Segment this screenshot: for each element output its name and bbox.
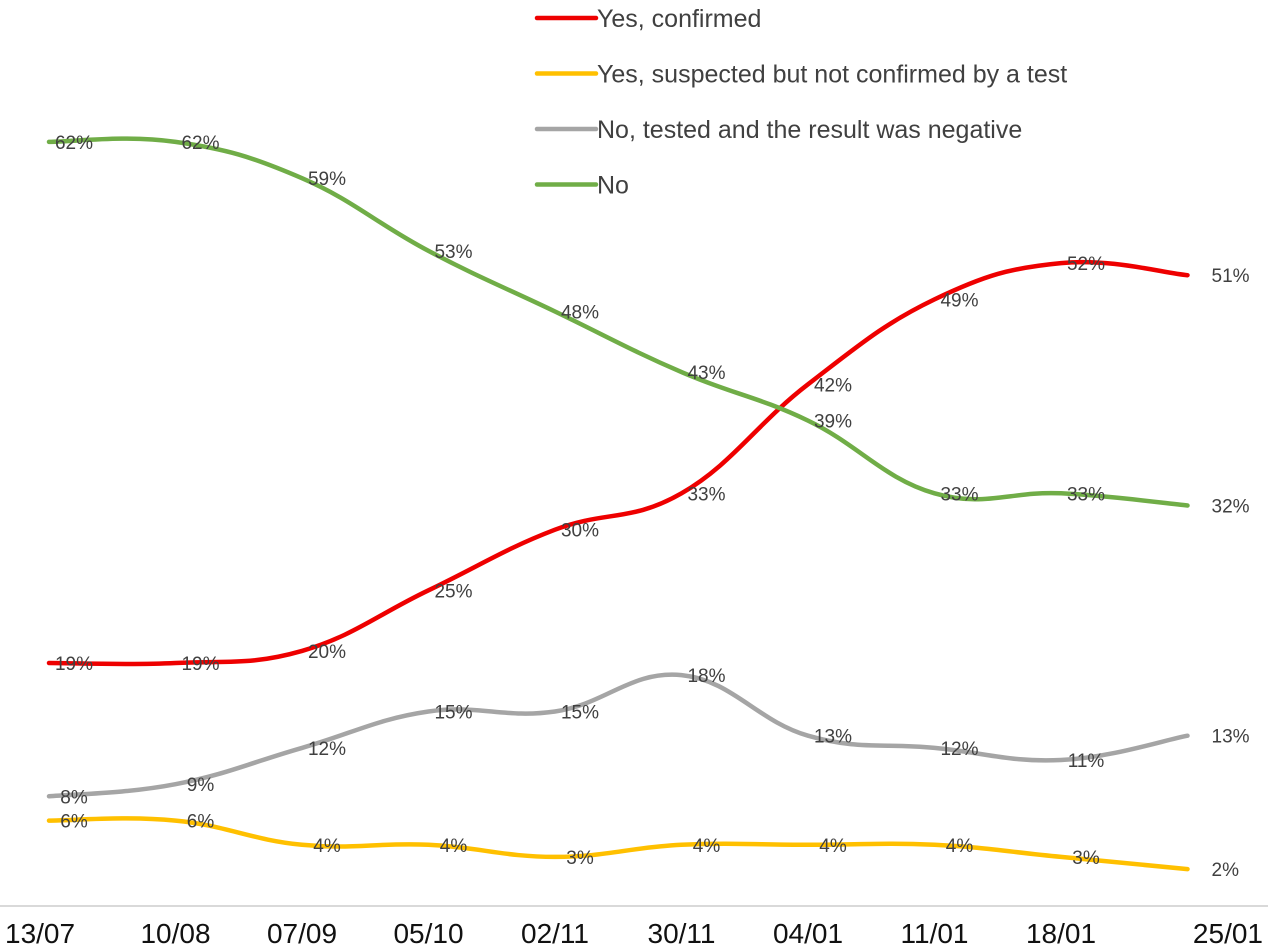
- data-label-no-tested-negative: 15%: [561, 703, 599, 724]
- data-label-no: 59%: [308, 169, 346, 190]
- data-label-no-tested-negative: 15%: [434, 703, 472, 724]
- data-label-yes-suspected: 3%: [1072, 848, 1100, 869]
- data-label-yes-confirmed: 19%: [181, 654, 219, 675]
- data-label-yes-confirmed: 51%: [1212, 266, 1250, 287]
- legend-item-no: No: [534, 172, 629, 200]
- x-tick-label: 18/01: [1026, 918, 1096, 948]
- legend-item-yes-suspected: Yes, suspected but not confirmed by a te…: [534, 61, 1067, 89]
- series-line-no-tested-negative: [46, 672, 1190, 799]
- data-label-yes-confirmed: 42%: [814, 375, 852, 396]
- data-label-no-tested-negative: 13%: [1212, 727, 1250, 748]
- data-label-no-tested-negative: 13%: [814, 727, 852, 748]
- data-label-no: 62%: [55, 133, 93, 154]
- data-label-no: 62%: [181, 133, 219, 154]
- data-label-yes-suspected: 4%: [440, 836, 468, 857]
- x-tick-label: 07/09: [267, 918, 337, 948]
- series-line-yes-confirmed: [46, 259, 1190, 667]
- data-label-no: 32%: [1212, 497, 1250, 518]
- data-label-no: 33%: [1067, 484, 1105, 505]
- data-label-yes-confirmed: 30%: [561, 521, 599, 542]
- data-label-no: 43%: [687, 363, 725, 384]
- series-layer: [46, 136, 1190, 872]
- data-label-no-tested-negative: 11%: [1068, 751, 1105, 772]
- x-tick-label: 30/11: [648, 918, 716, 948]
- legend-item-yes-confirmed: Yes, confirmed: [534, 5, 761, 33]
- legend-item-no-tested-negative: No, tested and the result was negative: [534, 116, 1022, 144]
- data-label-yes-suspected: 4%: [693, 836, 721, 857]
- x-tick-layer: 13/07 10/08 07/09 05/10 02/11 30/11 04/01 11/01…: [5, 918, 1263, 948]
- data-label-no-tested-negative: 12%: [940, 739, 978, 760]
- data-label-yes-suspected: 6%: [60, 812, 88, 833]
- data-label-no-tested-negative: 8%: [60, 787, 88, 808]
- legend: Yes, confirmed Yes, suspected but not con…: [534, 5, 1067, 200]
- data-label-yes-suspected: 4%: [946, 836, 974, 857]
- series-line-yes-suspected: [46, 816, 1190, 872]
- legend-label: Yes, confirmed: [597, 5, 761, 33]
- data-label-yes-suspected: 2%: [1212, 860, 1240, 881]
- data-label-yes-confirmed: 49%: [940, 290, 978, 311]
- data-label-no-tested-negative: 9%: [187, 775, 215, 796]
- data-label-yes-suspected: 4%: [819, 836, 847, 857]
- x-tick-label: 25/01: [1193, 918, 1263, 948]
- series-line-no: [46, 136, 1190, 508]
- data-label-yes-suspected: 6%: [187, 812, 215, 833]
- x-tick-label: 05/10: [393, 918, 463, 948]
- x-tick-label: 13/07: [5, 918, 75, 948]
- data-label-yes-confirmed: 20%: [308, 642, 346, 663]
- x-tick-label: 11/01: [901, 918, 969, 948]
- data-label-no-tested-negative: 18%: [687, 666, 725, 687]
- legend-label: No: [597, 172, 629, 200]
- data-label-no: 33%: [940, 484, 978, 505]
- data-label-layer: 19% 19% 20% 25% 30% 33% 42% 49% 52% 51% 6% 6% 4% 4% 3%…: [55, 133, 1250, 881]
- legend-label: No, tested and the result was negative: [597, 116, 1022, 144]
- legend-label: Yes, suspected but not confirmed by a te…: [597, 61, 1067, 89]
- data-label-no: 39%: [814, 412, 852, 433]
- data-label-yes-confirmed: 52%: [1067, 254, 1105, 275]
- data-label-yes-confirmed: 25%: [434, 581, 472, 602]
- data-label-yes-confirmed: 19%: [55, 654, 93, 675]
- data-label-yes-suspected: 4%: [313, 836, 341, 857]
- data-label-no-tested-negative: 12%: [308, 739, 346, 760]
- x-tick-label: 04/01: [773, 918, 843, 948]
- data-label-yes-suspected: 3%: [566, 848, 594, 869]
- data-label-yes-confirmed: 33%: [687, 484, 725, 505]
- data-label-no: 53%: [434, 242, 472, 263]
- x-tick-label: 02/11: [521, 918, 589, 948]
- x-tick-label: 10/08: [140, 918, 210, 948]
- data-label-no: 48%: [561, 303, 599, 324]
